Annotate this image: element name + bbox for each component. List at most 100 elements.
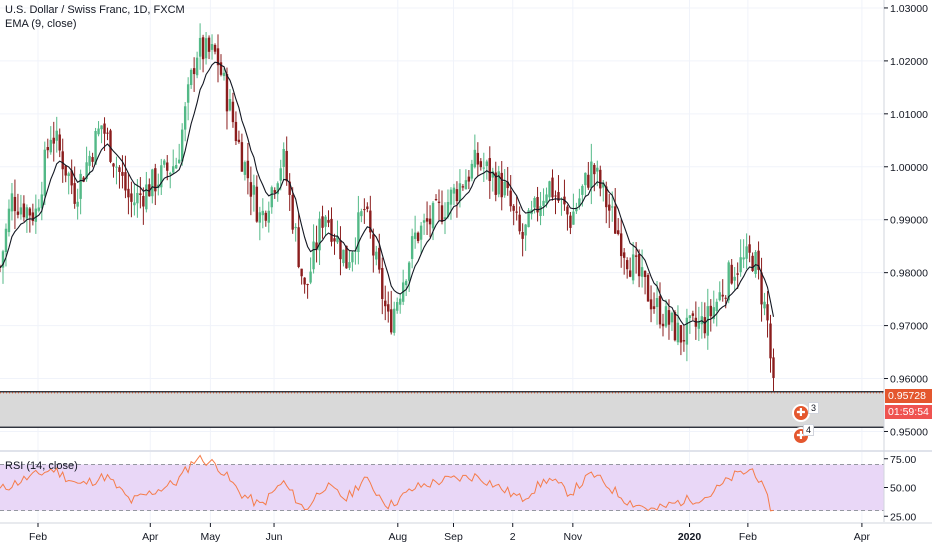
- candle-body: [476, 152, 480, 165]
- candle-body: [482, 167, 486, 169]
- candle-body: [524, 224, 527, 236]
- candle-body: [614, 206, 617, 234]
- candle-body: [163, 160, 166, 165]
- candle-body: [509, 190, 512, 207]
- candle-body: [82, 177, 85, 182]
- candle-body: [578, 198, 581, 207]
- candle-body: [294, 226, 297, 229]
- candle-body: [201, 37, 205, 60]
- candle-body: [605, 186, 608, 208]
- candle-body: [718, 292, 721, 301]
- candle-body: [177, 159, 181, 164]
- candle-body: [255, 186, 259, 222]
- rsi-legend[interactable]: RSI (14, close): [5, 460, 78, 472]
- candle-body: [748, 244, 751, 253]
- candle-body: [611, 206, 614, 208]
- candle-body: [303, 277, 306, 285]
- candle-body: [625, 260, 629, 270]
- candle-body: [73, 183, 76, 204]
- candle-body: [533, 197, 536, 208]
- symbol-legend[interactable]: U.S. Dollar / Swiss Franc, 1D, FXCM EMA …: [5, 3, 185, 31]
- candle-body: [192, 68, 196, 75]
- candle-body: [425, 218, 429, 222]
- candle-body: [52, 137, 55, 144]
- candle-body: [593, 164, 596, 175]
- candle-body: [61, 151, 64, 170]
- candle-body: [679, 325, 683, 343]
- candle-body: [225, 74, 229, 112]
- time-tick-label: Nov: [563, 531, 582, 543]
- candle-body: [375, 251, 378, 260]
- candle-body: [79, 173, 82, 199]
- candle-body: [315, 242, 318, 250]
- candle-body: [279, 168, 282, 181]
- candle-body: [581, 185, 584, 195]
- candle-body: [413, 232, 417, 239]
- price-tick-label: 0.98000: [890, 268, 928, 280]
- event-marker-count: 4: [803, 424, 815, 436]
- candle-body: [646, 274, 650, 302]
- candle-body: [145, 184, 148, 210]
- candle-body: [25, 207, 29, 219]
- candle-body: [440, 205, 444, 222]
- candle-body: [330, 218, 333, 242]
- candle-body: [596, 167, 599, 172]
- candle-body: [658, 296, 662, 325]
- candle-body: [590, 161, 593, 188]
- candle-body: [497, 171, 500, 195]
- candle-body: [467, 176, 471, 182]
- candle-body: [548, 181, 551, 198]
- candle-body: [252, 185, 256, 195]
- time-tick-label: 2020: [678, 531, 702, 543]
- symbol-title: U.S. Dollar / Swiss Franc, 1D, FXCM: [5, 4, 185, 16]
- candle-body: [195, 57, 199, 76]
- candle-body: [345, 245, 348, 269]
- rsi-path: [0, 454, 774, 512]
- price-tick-label: 1.00000: [890, 162, 928, 174]
- support-zone-fill: [0, 391, 884, 428]
- candle-body: [183, 106, 187, 130]
- candle-body: [142, 196, 145, 207]
- candle-body: [536, 197, 539, 213]
- rsi-panel: [0, 450, 932, 512]
- candle-body: [622, 252, 626, 258]
- candle-body: [572, 211, 575, 225]
- candle-body: [396, 302, 399, 311]
- price-tick-label: 0.97000: [890, 321, 928, 333]
- candle-body: [554, 195, 557, 197]
- candle-body: [485, 161, 488, 167]
- candle-body: [733, 276, 736, 281]
- candle-body: [37, 207, 41, 211]
- candle-body: [130, 193, 133, 202]
- candle-body: [491, 171, 494, 178]
- candle-body: [276, 183, 279, 195]
- candle-body: [288, 181, 291, 195]
- candle-body: [133, 202, 136, 206]
- candle-body: [643, 270, 647, 277]
- candle-body: [55, 130, 58, 141]
- candle-body: [204, 38, 208, 59]
- candle-body: [673, 312, 677, 341]
- candle-body: [751, 255, 754, 271]
- candle-body: [730, 264, 733, 284]
- candle-body: [539, 206, 542, 217]
- candle-body: [772, 357, 775, 378]
- ema-legend: EMA (9, close): [5, 18, 77, 30]
- candle-body: [503, 181, 506, 196]
- candle-body: [258, 212, 262, 223]
- candle-body: [109, 130, 112, 162]
- candle-body: [470, 163, 474, 179]
- rsi-tick-label: 50.00: [890, 483, 916, 495]
- candle-body: [339, 239, 342, 260]
- time-tick-label: Aug: [388, 531, 407, 543]
- candle-body: [494, 172, 497, 195]
- candle-body: [721, 294, 724, 297]
- candle-body: [219, 62, 223, 75]
- candle-body: [640, 267, 644, 277]
- time-tick-label: Apr: [142, 531, 159, 543]
- candle-body: [637, 254, 641, 277]
- price-tick-label: 1.03000: [890, 3, 928, 15]
- candle-body: [94, 130, 97, 165]
